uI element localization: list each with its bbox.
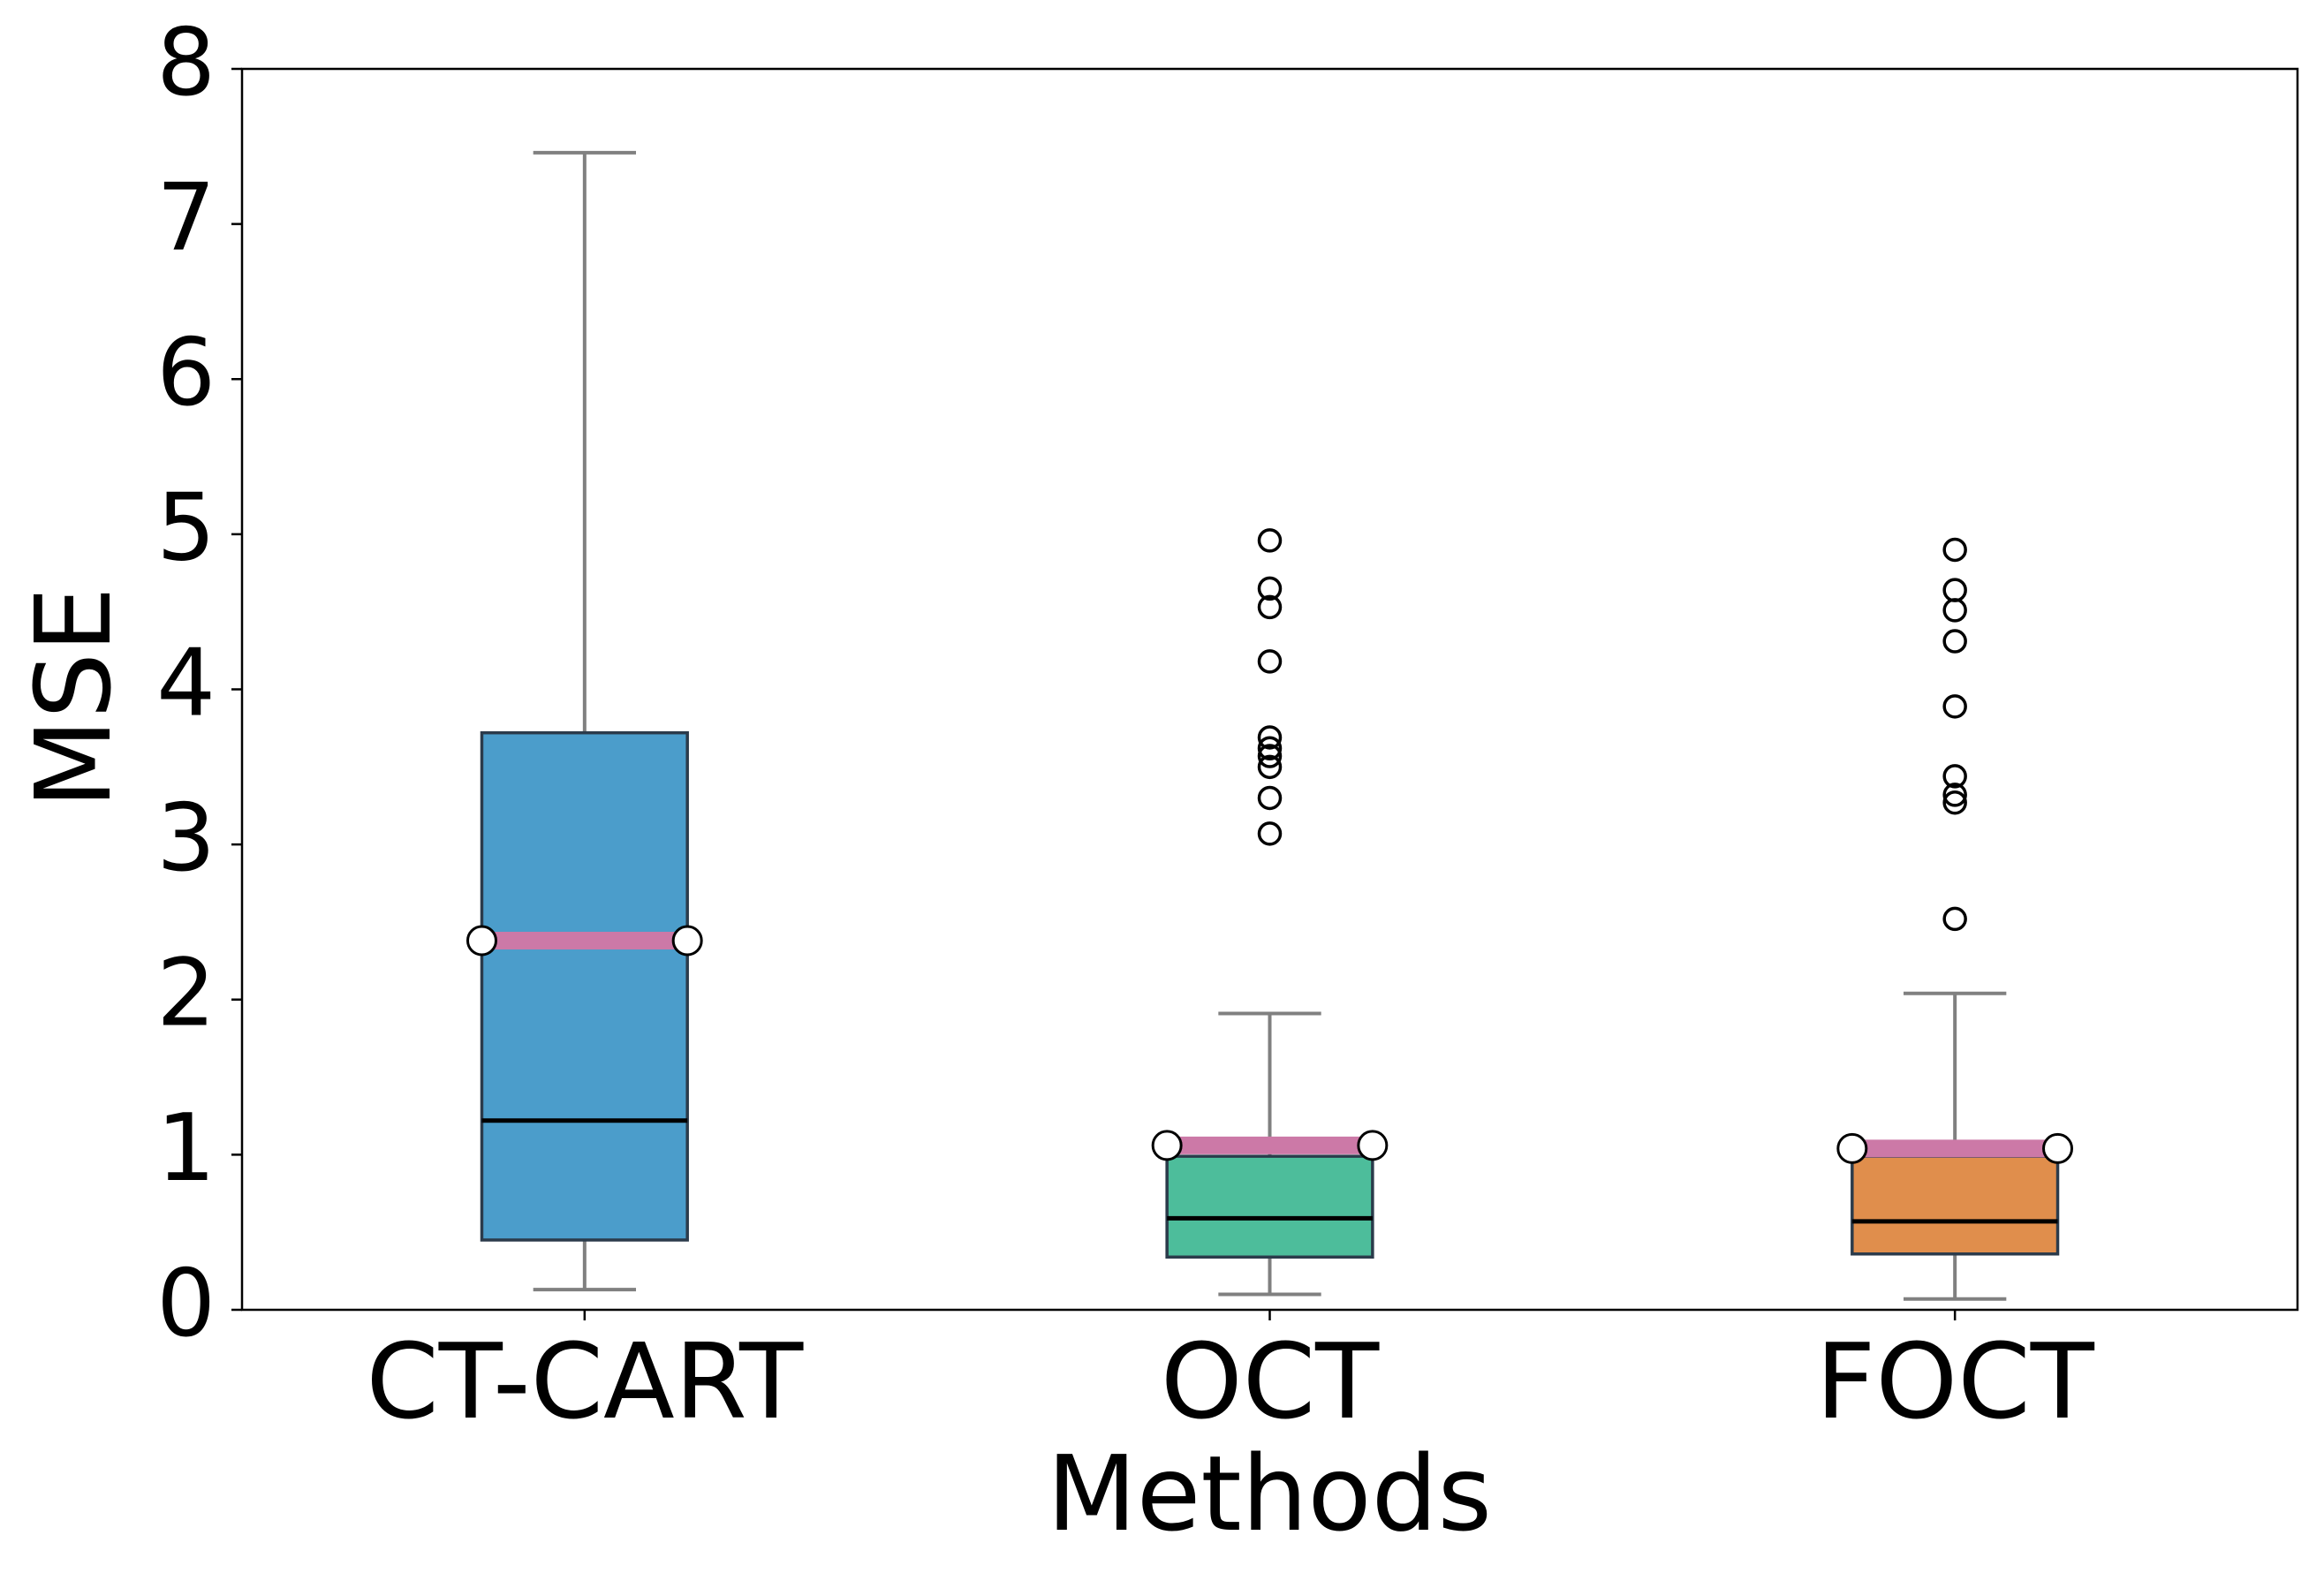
box: [1851, 1154, 2060, 1256]
mean-marker: [466, 925, 497, 957]
y-tick-label: 3: [156, 784, 216, 892]
outlier: [1257, 754, 1283, 780]
outlier: [1257, 528, 1283, 553]
y-tick-label: 2: [156, 940, 216, 1047]
y-tick-label: 5: [156, 474, 216, 582]
outlier: [1257, 649, 1283, 674]
outlier: [1257, 576, 1283, 601]
x-tick-label: OCT: [1161, 1320, 1380, 1442]
box: [1165, 1154, 1374, 1259]
mean-marker: [2042, 1132, 2074, 1164]
box: [480, 730, 689, 1242]
outlier: [1257, 736, 1283, 760]
mean-marker: [1151, 1130, 1183, 1161]
outlier: [1942, 629, 1967, 654]
mean-marker: [1836, 1132, 1868, 1164]
y-tick-label: 7: [156, 163, 216, 271]
x-axis-label: Methods: [1047, 1433, 1492, 1554]
outlier: [1942, 790, 1967, 815]
y-tick-label: 0: [156, 1250, 216, 1357]
outlier: [1257, 821, 1283, 846]
outlier: [1942, 578, 1967, 602]
outlier: [1942, 783, 1967, 807]
outlier: [1257, 725, 1283, 750]
outlier: [1942, 598, 1967, 623]
outlier: [1942, 906, 1967, 932]
y-tick-label: 4: [156, 629, 216, 737]
y-tick-label: 6: [156, 319, 216, 427]
mean-marker: [671, 925, 703, 957]
y-axis-label: MSE: [12, 586, 134, 808]
outlier: [1942, 537, 1967, 563]
x-tick-label: FOCT: [1816, 1320, 2095, 1442]
outlier: [1257, 594, 1283, 620]
y-tick-label: 1: [156, 1094, 216, 1202]
x-tick-label: CT-CART: [366, 1320, 804, 1442]
mean-marker: [1357, 1130, 1389, 1161]
outlier: [1257, 785, 1283, 811]
outlier: [1257, 744, 1283, 768]
y-tick-label: 8: [156, 9, 216, 117]
outlier: [1942, 764, 1967, 789]
outlier: [1942, 694, 1967, 719]
